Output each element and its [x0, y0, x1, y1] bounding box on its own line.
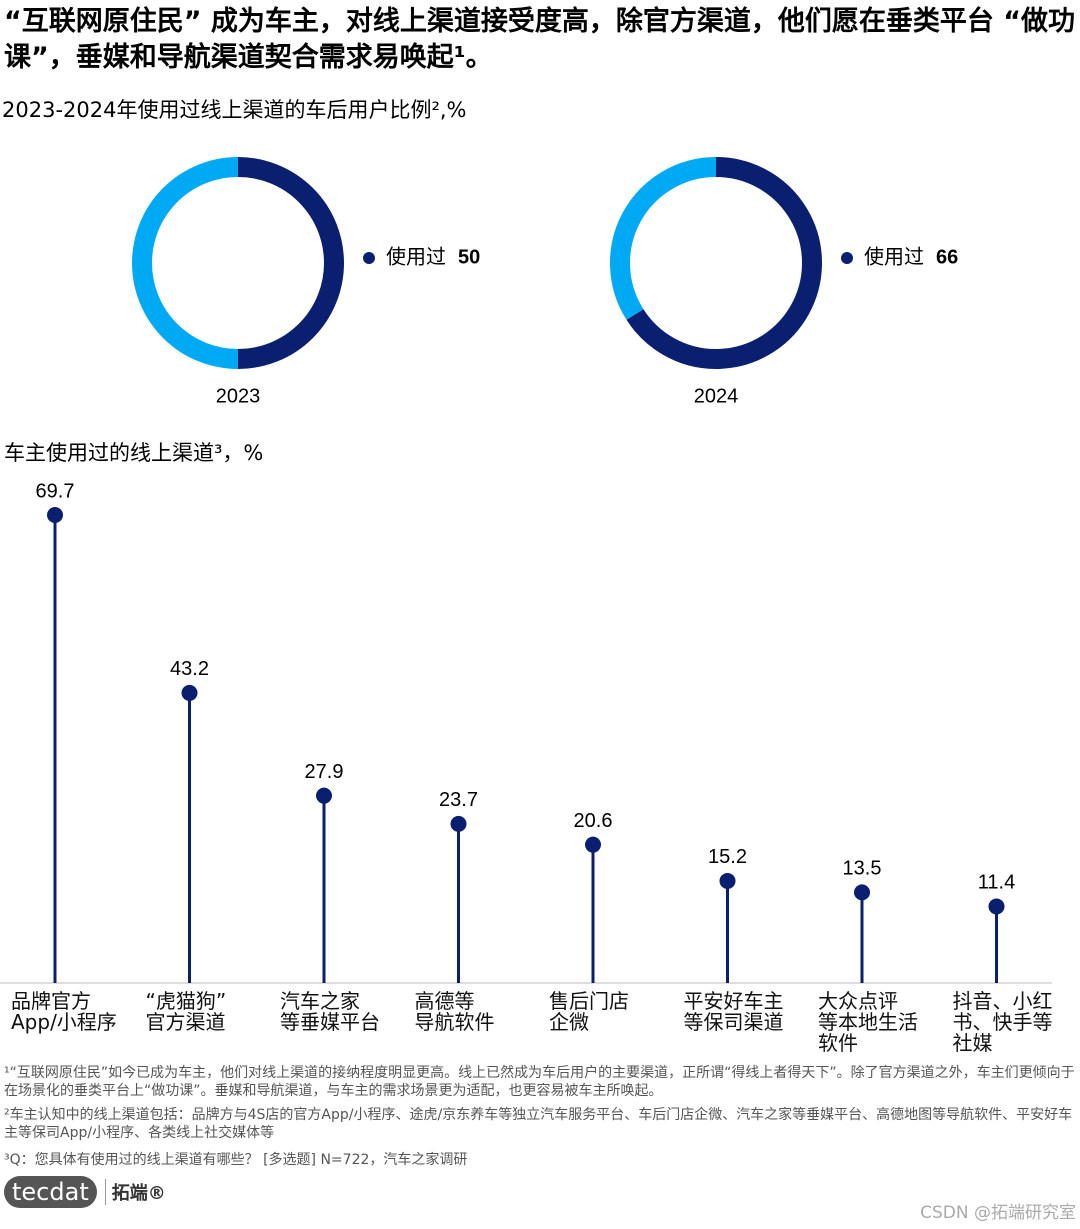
category-label: 大众点评 等本地生活 软件	[818, 989, 918, 1055]
donut-segment	[132, 157, 239, 369]
data-label: 27.9	[305, 761, 344, 783]
dot	[316, 787, 332, 804]
data-label: 20.6	[574, 810, 613, 832]
legend-marker	[363, 252, 375, 264]
data-label: 11.4	[978, 872, 1015, 894]
legend-label: 使用过	[386, 245, 446, 268]
category-label: 平安好车主 等保司渠道	[683, 989, 784, 1034]
category-label: 抖音、小红 书、快手等 社媒	[952, 989, 1053, 1055]
footnote: ¹“互联网原住民”如今已成为车主，他们对线上渠道的接纳程度明显更高。线上已然成为…	[4, 1065, 1075, 1099]
donut-segment	[237, 157, 344, 369]
dot	[988, 898, 1005, 915]
data-label: 23.7	[439, 789, 478, 811]
category-label: 高德等 导航软件	[414, 989, 495, 1034]
footnote: ²车主认知中的线上渠道包括：品牌方与4S店的官方App/小程序、途虎/京东养车等…	[4, 1107, 1073, 1141]
section-title: 2023-2024年使用过线上渠道的车后用户比例²,%	[2, 98, 467, 122]
category-label: “虎猫狗” 官方渠道	[145, 989, 227, 1034]
logo: tecdat 拓端®	[4, 1176, 166, 1208]
dot	[450, 815, 467, 832]
data-label: 13.5	[843, 858, 882, 880]
page-title: “互联网原住民” 成为车主，对线上渠道接受度高，除官方渠道，他们愿在垂类平台 “…	[4, 6, 1076, 73]
legend-label: 使用过	[864, 245, 924, 268]
dot	[181, 684, 198, 701]
dot	[47, 507, 63, 523]
logo-name: 拓端®	[104, 1179, 166, 1205]
category-label: 品牌官方 App/小程序	[11, 989, 117, 1034]
donut-segment	[626, 157, 822, 369]
dot	[585, 836, 601, 853]
category-label: 汽车之家 等垂媒平台	[280, 989, 380, 1034]
data-label: 43.2	[170, 658, 209, 680]
data-label: 66	[936, 246, 958, 268]
footnote: ³Q：您具体有使用过的线上渠道有哪些？ [多选题] N=722，汽车之家调研	[4, 1152, 468, 1168]
dot	[719, 872, 736, 889]
donut-segment	[610, 157, 717, 320]
chart-title: 车主使用过的线上渠道³，%	[4, 441, 264, 465]
donut-caption: 2024	[694, 385, 739, 407]
data-label: 69.7	[36, 480, 75, 502]
data-label: 50	[458, 246, 480, 268]
data-label: 15.2	[708, 846, 747, 868]
donut-caption: 2023	[216, 385, 261, 407]
legend-marker	[841, 252, 853, 264]
category-label: 售后门店 企微	[549, 989, 629, 1034]
logo-mark: tecdat	[4, 1176, 97, 1208]
dot	[854, 884, 870, 901]
watermark: CSDN @拓端研究室	[920, 1203, 1076, 1223]
